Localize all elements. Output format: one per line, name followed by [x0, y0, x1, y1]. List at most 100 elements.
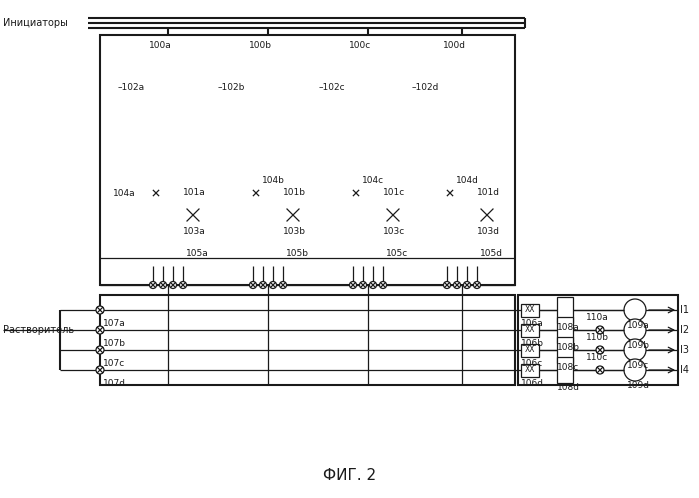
- Circle shape: [169, 281, 177, 288]
- Text: 107b: 107b: [103, 339, 126, 348]
- Bar: [387, 209, 399, 221]
- Text: 101a: 101a: [183, 188, 206, 197]
- Text: 101b: 101b: [283, 188, 306, 197]
- Text: 109b: 109b: [627, 341, 650, 350]
- Text: 105a: 105a: [186, 249, 209, 257]
- Circle shape: [288, 173, 298, 183]
- Text: 106b: 106b: [521, 340, 544, 349]
- Text: 107d: 107d: [103, 378, 126, 387]
- Circle shape: [454, 281, 461, 288]
- Bar: [100, 35, 515, 285]
- Text: 107c: 107c: [103, 359, 125, 368]
- Circle shape: [350, 281, 356, 288]
- Circle shape: [624, 339, 646, 361]
- Circle shape: [96, 366, 104, 374]
- Text: 100b: 100b: [249, 40, 272, 49]
- Circle shape: [624, 319, 646, 341]
- Text: 110a: 110a: [586, 313, 609, 322]
- Text: 109d: 109d: [627, 380, 650, 389]
- Text: 105d: 105d: [480, 249, 503, 257]
- Circle shape: [359, 281, 366, 288]
- Text: XX: XX: [525, 366, 535, 374]
- Text: 100c: 100c: [349, 40, 371, 49]
- Circle shape: [96, 306, 104, 314]
- Text: 100a: 100a: [149, 40, 172, 49]
- Circle shape: [443, 281, 450, 288]
- Text: 108c: 108c: [557, 364, 579, 373]
- Circle shape: [282, 164, 304, 186]
- Circle shape: [280, 281, 287, 288]
- Circle shape: [270, 281, 277, 288]
- Bar: [187, 209, 199, 221]
- Text: 109a: 109a: [627, 321, 650, 330]
- Text: –102b: –102b: [217, 83, 245, 92]
- Text: I1: I1: [680, 305, 689, 315]
- Text: 107a: 107a: [103, 319, 126, 328]
- Circle shape: [252, 189, 260, 197]
- Text: 101d: 101d: [477, 188, 500, 197]
- Text: Растворитель: Растворитель: [3, 325, 74, 335]
- Text: 110b: 110b: [586, 333, 609, 342]
- Text: 103b: 103b: [283, 227, 306, 236]
- Bar: [557, 357, 573, 383]
- Circle shape: [446, 189, 454, 197]
- Circle shape: [180, 281, 187, 288]
- Text: 105c: 105c: [386, 249, 408, 257]
- Bar: [521, 324, 539, 337]
- Text: –102a: –102a: [118, 83, 145, 92]
- Circle shape: [159, 281, 166, 288]
- Text: 108a: 108a: [557, 324, 579, 333]
- Text: XX: XX: [525, 326, 535, 335]
- Text: XX: XX: [525, 305, 535, 315]
- Text: –102c: –102c: [318, 83, 345, 92]
- Text: 109c: 109c: [627, 361, 649, 370]
- Text: 100d: 100d: [443, 40, 466, 49]
- Circle shape: [624, 299, 646, 321]
- Text: 110c: 110c: [586, 353, 608, 362]
- Circle shape: [596, 346, 604, 354]
- Text: 103a: 103a: [183, 227, 206, 236]
- Bar: [100, 295, 515, 385]
- Text: 101c: 101c: [383, 188, 405, 197]
- Circle shape: [624, 359, 646, 381]
- Circle shape: [463, 281, 470, 288]
- Circle shape: [473, 281, 480, 288]
- Circle shape: [182, 164, 204, 186]
- Text: 104d: 104d: [456, 175, 479, 184]
- Circle shape: [476, 164, 498, 186]
- Text: XX: XX: [525, 346, 535, 355]
- Text: ФИГ. 2: ФИГ. 2: [323, 468, 376, 483]
- Circle shape: [388, 173, 398, 183]
- Circle shape: [188, 173, 198, 183]
- Text: 103d: 103d: [477, 227, 500, 236]
- Bar: [287, 209, 299, 221]
- Text: Инициаторы: Инициаторы: [3, 18, 68, 28]
- Text: 104c: 104c: [362, 175, 384, 184]
- Text: –102d: –102d: [412, 83, 439, 92]
- Text: 108b: 108b: [557, 344, 580, 353]
- Bar: [521, 344, 539, 357]
- Text: 104a: 104a: [113, 189, 136, 198]
- Circle shape: [250, 281, 257, 288]
- Text: 106d: 106d: [521, 379, 544, 388]
- Text: 105b: 105b: [286, 249, 309, 257]
- Circle shape: [152, 189, 160, 197]
- Text: 104b: 104b: [262, 175, 285, 184]
- Circle shape: [596, 366, 604, 374]
- Bar: [557, 297, 573, 323]
- Circle shape: [482, 173, 492, 183]
- Circle shape: [259, 281, 266, 288]
- Bar: [481, 209, 493, 221]
- Bar: [557, 337, 573, 363]
- Circle shape: [596, 326, 604, 334]
- Circle shape: [96, 346, 104, 354]
- Circle shape: [150, 281, 157, 288]
- Text: 108d: 108d: [557, 383, 580, 392]
- Bar: [557, 317, 573, 343]
- Text: I2: I2: [680, 325, 689, 335]
- Text: I3: I3: [680, 345, 689, 355]
- Text: 106c: 106c: [521, 360, 543, 369]
- Text: I4: I4: [680, 365, 689, 375]
- Circle shape: [96, 326, 104, 334]
- Circle shape: [380, 281, 387, 288]
